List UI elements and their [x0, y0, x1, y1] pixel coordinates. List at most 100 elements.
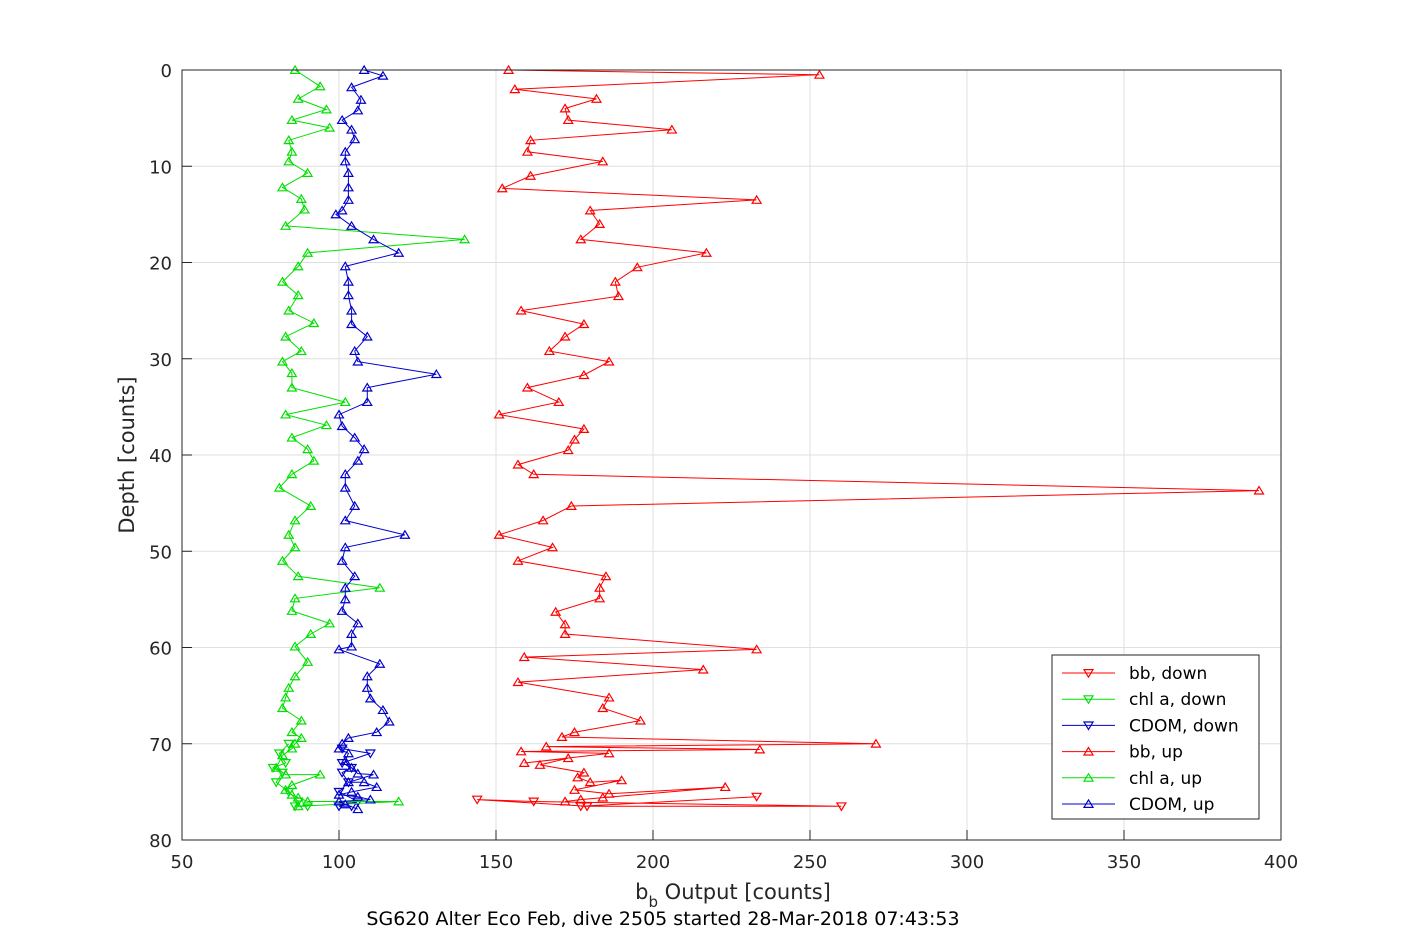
data-point-marker	[333, 644, 345, 654]
data-point-marker	[512, 676, 524, 687]
data-point-marker	[568, 434, 581, 444]
data-point-marker	[295, 193, 307, 203]
data-point-marker	[377, 70, 389, 80]
data-point-marker	[286, 779, 298, 790]
data-point-marker	[283, 305, 295, 315]
data-point-marker	[295, 732, 307, 742]
legend-marker	[1082, 798, 1095, 808]
data-point-marker	[314, 81, 326, 91]
data-point-marker	[286, 114, 298, 125]
data-point-marker	[352, 356, 364, 366]
data-point-marker	[289, 542, 301, 552]
legend-label: chl a, down	[1129, 690, 1226, 710]
data-point-marker	[333, 409, 345, 419]
data-point-marker	[393, 796, 405, 806]
data-point-marker	[603, 788, 615, 798]
x-axis-label-subscript: b	[648, 893, 658, 911]
data-point-marker	[634, 715, 647, 725]
data-point-marker	[512, 555, 524, 565]
data-point-marker	[515, 305, 527, 315]
data-point-marker	[562, 444, 574, 455]
data-point-marker	[521, 382, 533, 392]
data-point-marker	[333, 743, 345, 753]
data-point-marker	[572, 772, 584, 782]
data-point-marker	[352, 105, 364, 115]
data-point-marker	[342, 777, 354, 787]
data-point-marker	[600, 571, 612, 581]
data-point-marker	[345, 628, 358, 638]
data-point-marker	[286, 382, 298, 392]
data-point-marker	[594, 593, 606, 603]
data-point-marker	[590, 93, 603, 103]
data-point-marker	[543, 345, 555, 356]
data-point-marker	[540, 741, 552, 751]
data-point-marker	[666, 124, 678, 134]
data-point-marker	[349, 571, 361, 581]
data-point-marker	[518, 651, 530, 662]
data-point-marker	[280, 692, 292, 702]
data-point-marker	[339, 146, 351, 156]
x-tick-label: 300	[950, 852, 984, 873]
data-point-marker	[286, 469, 298, 479]
data-point-marker	[553, 396, 565, 407]
data-point-marker	[283, 156, 295, 166]
x-tick-label: 150	[479, 852, 513, 873]
legend-box	[1051, 654, 1260, 820]
data-point-marker	[345, 762, 358, 772]
data-point-marker	[345, 220, 358, 230]
data-point-marker	[1253, 485, 1265, 495]
data-point-marker	[289, 641, 301, 651]
data-point-marker	[361, 382, 373, 392]
data-point-marker	[342, 182, 354, 192]
data-point-marker	[336, 555, 348, 565]
data-point-marker	[283, 135, 295, 145]
data-point-marker	[371, 726, 383, 737]
data-point-marker	[339, 515, 351, 525]
data-point-marker	[280, 220, 292, 230]
data-point-marker	[358, 444, 370, 454]
x-tick-label: 350	[1107, 852, 1141, 873]
data-point-marker	[342, 748, 354, 758]
x-axis-label-rest: Output [counts]	[658, 880, 831, 904]
data-point-marker	[367, 769, 380, 779]
data-point-marker	[292, 290, 304, 300]
data-point-marker	[578, 767, 590, 777]
data-point-marker	[342, 194, 354, 204]
data-point-marker	[349, 134, 361, 144]
data-point-marker	[578, 423, 590, 433]
data-point-marker	[280, 759, 292, 769]
data-point-marker	[283, 739, 295, 749]
data-point-marker	[594, 218, 606, 228]
data-point-marker	[267, 763, 279, 774]
series-line	[497, 69, 1260, 802]
x-tick-label: 200	[636, 852, 670, 873]
axis-ticks: 50 100 150 200 250 300 350 400 0 10 20 30 40 50 60 70 80	[149, 61, 1298, 873]
x-tick-label: 50	[171, 852, 194, 873]
data-point-marker	[597, 702, 609, 713]
data-point-marker	[609, 276, 621, 286]
data-point-marker	[289, 738, 301, 748]
data-point-marker	[597, 156, 609, 166]
data-point-marker	[603, 692, 615, 702]
data-point-marker	[270, 762, 282, 772]
data-point-marker	[352, 768, 364, 778]
data-point-marker	[374, 582, 386, 592]
y-tick-label: 60	[149, 639, 172, 660]
data-point-marker	[594, 582, 606, 592]
data-point-marker	[751, 792, 763, 802]
data-point-marker	[430, 368, 442, 379]
data-point-marker	[534, 759, 546, 769]
x-tick-label: 400	[1264, 852, 1298, 873]
data-point-marker	[276, 702, 289, 713]
legend-marker	[1082, 721, 1095, 731]
data-point-marker	[345, 641, 358, 651]
data-point-marker	[616, 775, 628, 785]
data-point-marker	[719, 781, 731, 792]
data-point-marker	[349, 432, 361, 442]
data-point-marker	[298, 204, 311, 214]
data-point-marker	[292, 93, 304, 103]
data-point-marker	[559, 796, 571, 806]
data-point-marker	[276, 182, 289, 192]
data-point-marker	[302, 802, 314, 812]
data-point-marker	[302, 167, 314, 177]
